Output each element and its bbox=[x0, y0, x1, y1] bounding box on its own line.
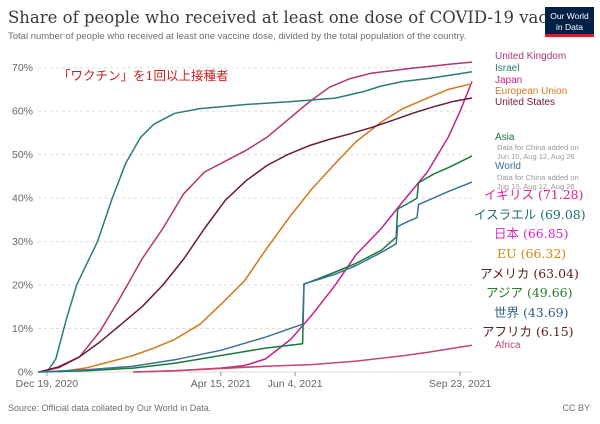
jp-value-label: アフリカ (6.15) bbox=[482, 324, 574, 339]
jp-value-label: アメリカ (63.04) bbox=[480, 266, 579, 281]
series-lines bbox=[37, 61, 473, 373]
source-note: Source: Official data collated by Our Wo… bbox=[8, 403, 212, 413]
y-tick-label: 60% bbox=[12, 106, 33, 118]
y-axis-ticks: 0% 10% 20% 30% 40% 50% 60% 70% bbox=[12, 62, 33, 378]
jp-value-label: イギリス (71.28) bbox=[484, 187, 584, 202]
jp-value-labels: イギリス (71.28) イスラエル (69.08) 日本 (66.85) EU (6… bbox=[474, 187, 586, 339]
jp-value-label: 日本 (66.85) bbox=[494, 226, 569, 241]
owid-logo[interactable]: Our World in Data bbox=[545, 7, 594, 37]
x-tick-label: Dec 19, 2020 bbox=[16, 378, 79, 390]
y-tick-label: 0% bbox=[18, 367, 33, 379]
series-line-united-kingdom[interactable] bbox=[37, 61, 473, 373]
y-tick-label: 10% bbox=[12, 323, 33, 335]
y-tick-label: 70% bbox=[12, 62, 33, 74]
series-end-label: World bbox=[495, 161, 521, 172]
series-line-united-states[interactable] bbox=[39, 97, 473, 373]
series-end-label: Africa bbox=[495, 340, 521, 351]
x-tick-label: Jun 4, 2021 bbox=[268, 378, 323, 390]
jp-value-label: 世界 (43.69) bbox=[494, 305, 569, 320]
logo-line1: Our World bbox=[550, 11, 589, 21]
series-end-label: Israel bbox=[495, 63, 519, 74]
series-line-asia[interactable] bbox=[40, 155, 473, 373]
jp-value-label: イスラエル (69.08) bbox=[474, 207, 586, 222]
y-tick-label: 50% bbox=[12, 149, 33, 161]
y-tick-label: 30% bbox=[12, 236, 33, 248]
annotation-label: 「ワクチン」を1回以上接種者 bbox=[58, 68, 228, 83]
y-tick-label: 40% bbox=[12, 193, 33, 205]
x-axis-ticks: Dec 19, 2020 Apr 15, 2021 Jun 4, 2021 Sep 2… bbox=[16, 372, 492, 390]
series-line-africa[interactable] bbox=[133, 344, 473, 373]
series-line-european-union[interactable] bbox=[58, 82, 473, 373]
series-line-japan[interactable] bbox=[136, 81, 473, 373]
asia-note: Data for China added on Jun 10, Aug 12, A… bbox=[497, 143, 579, 161]
y-tick-label: 20% bbox=[12, 280, 33, 292]
license-link[interactable]: CC BY bbox=[562, 403, 590, 413]
series-end-label: United States bbox=[495, 97, 555, 108]
x-tick-label: Sep 23, 2021 bbox=[429, 378, 492, 390]
x-tick-label: Apr 15, 2021 bbox=[191, 378, 251, 390]
chart-title: Share of people who received at least on… bbox=[8, 8, 583, 27]
logo-bar bbox=[545, 34, 594, 37]
world-note: Data for China added on Jun 10, Aug 12, A… bbox=[497, 173, 579, 191]
series-line-israel[interactable] bbox=[46, 70, 473, 373]
chart-subtitle: Total number of people who received at l… bbox=[8, 31, 467, 42]
series-end-label: Asia bbox=[495, 132, 515, 143]
jp-value-label: EU (66.32) bbox=[497, 246, 566, 261]
logo-line2: in Data bbox=[556, 21, 583, 32]
series-end-label: United Kingdom bbox=[495, 51, 566, 62]
series-line-world[interactable] bbox=[37, 181, 473, 373]
series-end-label: Japan bbox=[495, 75, 522, 86]
series-end-label: European Union bbox=[495, 86, 567, 97]
jp-value-label: アジア (49.66) bbox=[486, 285, 573, 300]
